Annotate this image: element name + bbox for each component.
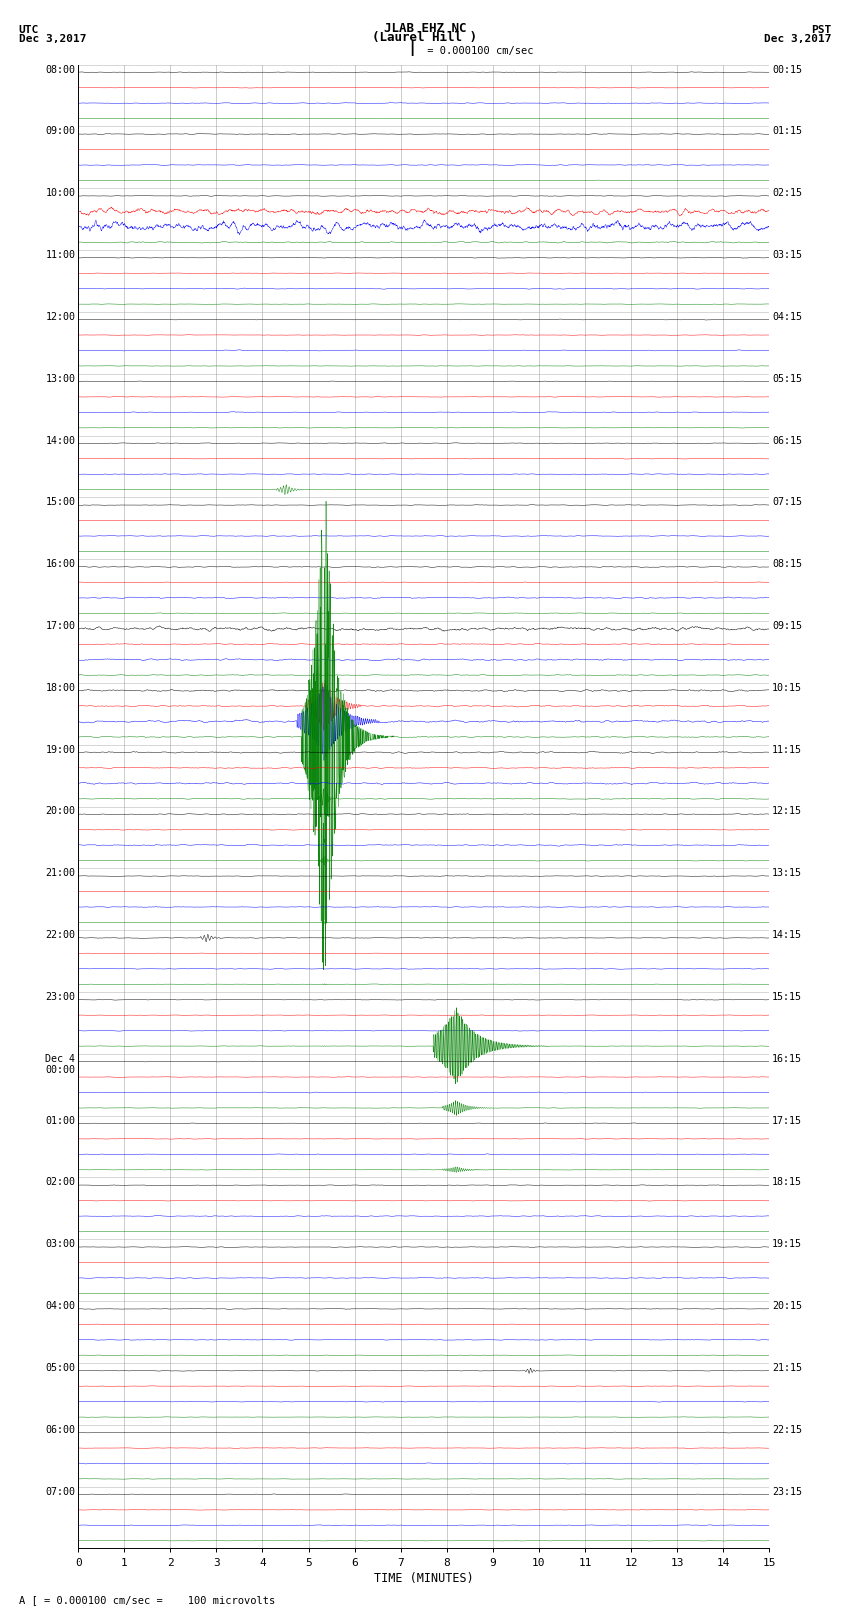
- Text: = 0.000100 cm/sec: = 0.000100 cm/sec: [421, 47, 533, 56]
- Text: PST: PST: [811, 24, 831, 35]
- Text: Dec 3,2017: Dec 3,2017: [764, 34, 831, 44]
- X-axis label: TIME (MINUTES): TIME (MINUTES): [374, 1571, 473, 1584]
- Text: |: |: [408, 40, 416, 56]
- Text: Dec 3,2017: Dec 3,2017: [19, 34, 86, 44]
- Text: (Laurel Hill ): (Laurel Hill ): [372, 31, 478, 44]
- Text: UTC: UTC: [19, 24, 39, 35]
- Text: A [ = 0.000100 cm/sec =    100 microvolts: A [ = 0.000100 cm/sec = 100 microvolts: [19, 1595, 275, 1605]
- Text: JLAB EHZ NC: JLAB EHZ NC: [383, 21, 467, 35]
